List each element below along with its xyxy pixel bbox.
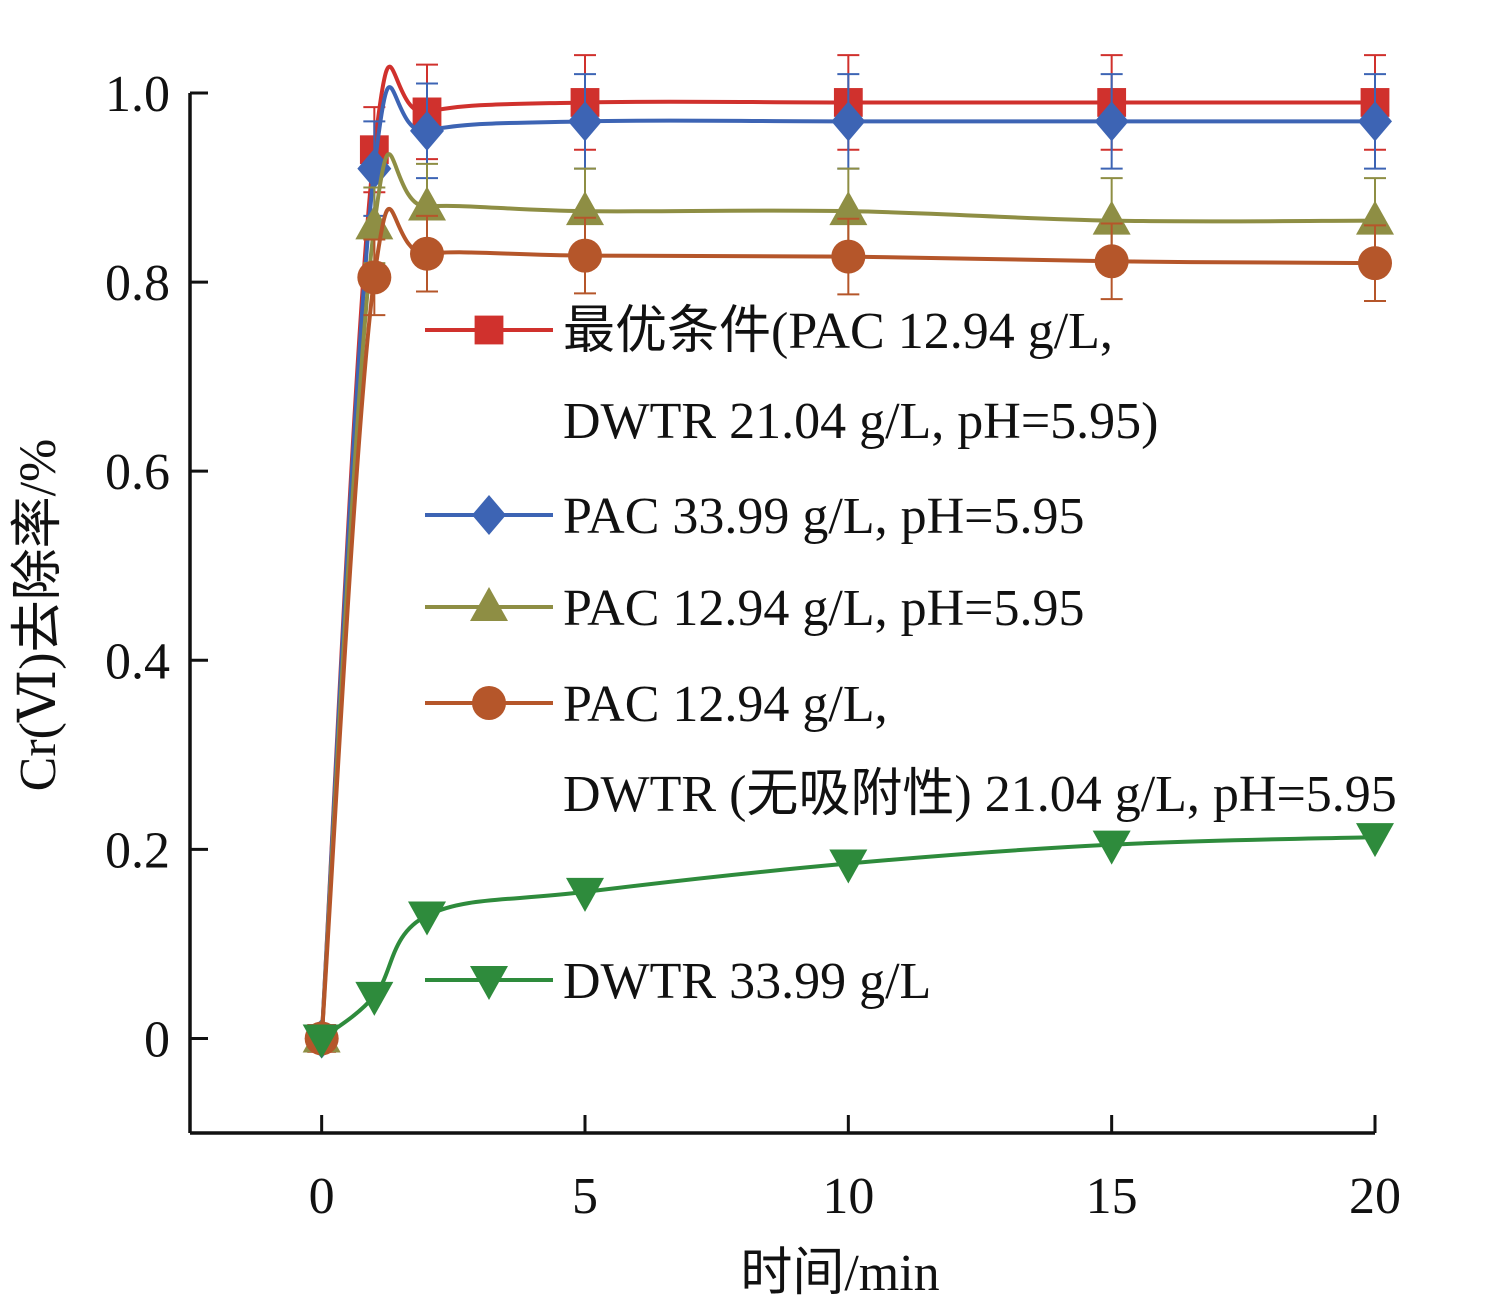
x-tick-label: 5 [572, 1168, 598, 1225]
legend-entry-4: DWTR 33.99 g/L [425, 953, 931, 1010]
y-tick-label: 0.6 [105, 444, 170, 501]
data-point [1356, 823, 1394, 858]
data-point [566, 877, 604, 912]
legend-marker [472, 686, 506, 720]
y-tick-label: 0.2 [105, 822, 170, 879]
data-point [410, 110, 444, 151]
data-point [831, 239, 866, 274]
legend-label: DWTR 33.99 g/L [563, 953, 931, 1010]
data-point [1094, 101, 1129, 142]
legend: 最优条件(PAC 12.94 g/L, DWTR 21.04 g/L, pH=5.… [425, 303, 1397, 1010]
data-point [302, 1024, 341, 1059]
y-tick-label: 1.0 [105, 66, 170, 123]
data-point [408, 901, 446, 936]
data-point [1358, 246, 1392, 281]
legend-label: PAC 33.99 g/L, pH=5.95 [563, 488, 1084, 545]
legend-marker [474, 315, 504, 345]
series-line [320, 835, 1376, 1041]
data-point [568, 101, 602, 142]
legend-marker [470, 966, 508, 1000]
legend-marker [470, 587, 508, 621]
x-tick-label: 10 [822, 1168, 874, 1225]
data-point [1092, 830, 1131, 865]
series-4 [302, 823, 1394, 1059]
legend-label: 最优条件(PAC 12.94 g/L, [563, 303, 1113, 360]
data-point [831, 101, 866, 142]
data-point [1092, 200, 1131, 235]
legend-label: DWTR 21.04 g/L, pH=5.95) [563, 393, 1159, 450]
legend-entry-0: 最优条件(PAC 12.94 g/L, DWTR 21.04 g/L, pH=5.… [425, 303, 1159, 450]
data-point [355, 981, 394, 1016]
legend-label: PAC 12.94 g/L, [563, 676, 888, 733]
data-point [1358, 101, 1392, 142]
data-point [355, 205, 394, 240]
data-point [829, 191, 868, 226]
data-point [408, 186, 446, 221]
data-point [1094, 244, 1129, 279]
data-point [568, 238, 602, 273]
data-point [566, 191, 604, 226]
data-point [410, 236, 444, 271]
data-point [829, 849, 868, 884]
x-tick-label: 20 [1349, 1168, 1401, 1225]
y-axis-title: Cr(Ⅵ)去除率/% [10, 439, 67, 792]
y-tick-label: 0.8 [105, 255, 170, 312]
y-tick-label: 0.4 [105, 633, 170, 690]
data-point [357, 260, 392, 295]
legend-label: DWTR (无吸附性) 21.04 g/L, pH=5.95 [563, 766, 1397, 823]
y-tick-label: 0 [144, 1011, 170, 1068]
legend-entry-2: PAC 12.94 g/L, pH=5.95 [425, 580, 1084, 637]
legend-entry-3: PAC 12.94 g/L, DWTR (无吸附性) 21.04 g/L, pH=… [425, 676, 1397, 823]
series-layer [302, 54, 1394, 1059]
x-tick-label: 15 [1086, 1168, 1138, 1225]
legend-entry-1: PAC 33.99 g/L, pH=5.95 [425, 488, 1084, 545]
x-axis-title: 时间/min [740, 1245, 939, 1299]
axes: 0 0.2 0.4 0.6 0.8 1.0 0 5 10 15 20 [105, 66, 1401, 1225]
x-tick-label: 0 [309, 1168, 335, 1225]
legend-label: PAC 12.94 g/L, pH=5.95 [563, 580, 1084, 637]
legend-marker [472, 495, 506, 535]
